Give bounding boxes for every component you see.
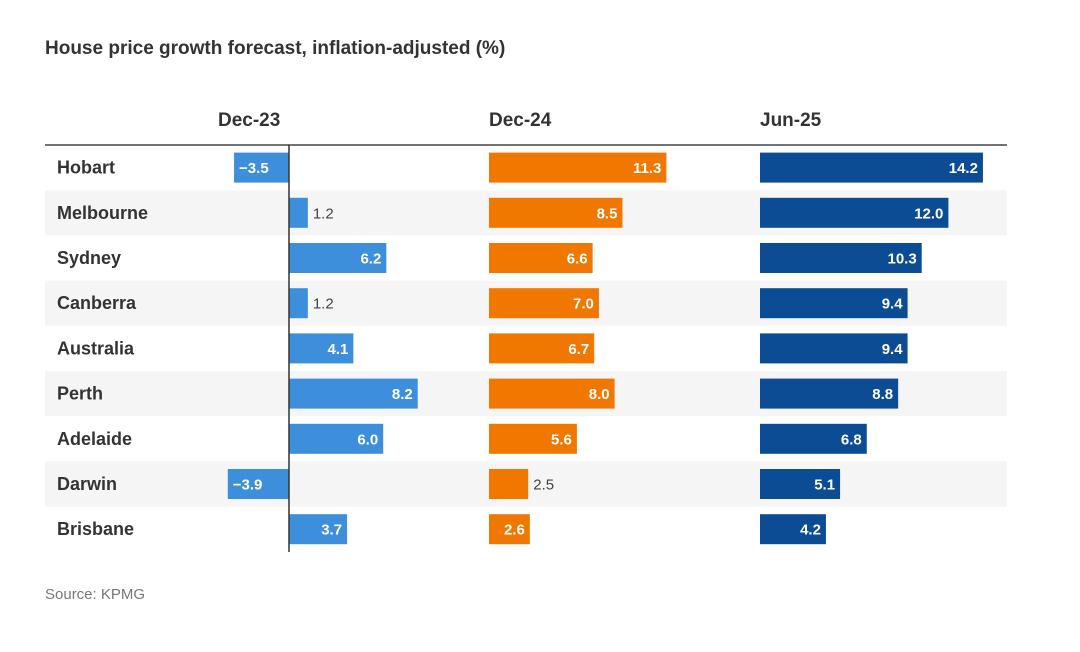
data-label-dec-24-sydney: 6.6 bbox=[567, 251, 588, 268]
bar-dec-23-perth bbox=[289, 378, 418, 409]
data-label-dec-23-hobart: −3.5 bbox=[239, 160, 269, 177]
bar-jun-25-perth bbox=[760, 378, 899, 409]
bar-dec-23-sydney bbox=[289, 243, 387, 273]
bar-dec-24-canberra bbox=[489, 288, 599, 319]
bar-dec-23-brisbane bbox=[289, 514, 348, 545]
data-label-dec-23-perth: 8.2 bbox=[392, 386, 413, 403]
data-label-dec-23-darwin: −3.9 bbox=[233, 477, 263, 494]
row-label-sydney: Sydney bbox=[57, 248, 121, 268]
source-note: Source: KPMG bbox=[45, 586, 145, 603]
bar-jun-25-hobart bbox=[760, 152, 983, 183]
row-label-perth: Perth bbox=[57, 384, 103, 404]
column-header-dec-24: Dec-24 bbox=[489, 110, 552, 131]
bar-dec-23-adelaide bbox=[289, 423, 384, 454]
column-header-dec-23: Dec-23 bbox=[218, 110, 280, 131]
row-labels: Hobart Melbourne Sydney Canberra Australia Pe… bbox=[57, 158, 148, 540]
bar-dec-24-adelaide bbox=[489, 423, 577, 454]
chart-title: House price growth forecast, inflation-a… bbox=[45, 38, 505, 59]
bar-dec-24-hobart bbox=[489, 152, 667, 183]
data-label-dec-23-melbourne: 1.2 bbox=[313, 205, 334, 222]
row-label-darwin: Darwin bbox=[57, 474, 117, 494]
data-label-jun-25-brisbane: 4.2 bbox=[800, 522, 821, 539]
bar-dec-23-darwin bbox=[227, 469, 289, 499]
data-label-jun-25-adelaide: 6.8 bbox=[841, 431, 862, 448]
data-label-dec-24-perth: 8.0 bbox=[589, 386, 610, 403]
data-label-dec-24-melbourne: 8.5 bbox=[597, 205, 618, 222]
bar-dec-24-melbourne bbox=[489, 197, 623, 228]
column-headers: Dec-23 Dec-24 Jun-25 bbox=[218, 110, 822, 131]
data-label-jun-25-melbourne: 12.0 bbox=[914, 205, 943, 222]
data-label-dec-23-canberra: 1.2 bbox=[313, 296, 334, 313]
data-label-dec-24-darwin: 2.5 bbox=[533, 477, 554, 494]
bar-dec-23-canberra bbox=[289, 288, 308, 319]
data-label-dec-24-canberra: 7.0 bbox=[573, 296, 594, 313]
bar-jun-25-adelaide bbox=[760, 423, 867, 454]
bars: −3.5 1.2 6.2 1.2 4.1 8.2 6.0 −3.9 3.7 11.3 8.5 6.6 7… bbox=[227, 152, 983, 545]
row-label-melbourne: Melbourne bbox=[57, 203, 148, 223]
row-label-adelaide: Adelaide bbox=[57, 429, 132, 449]
bar-dec-24-brisbane bbox=[489, 514, 530, 545]
data-label-jun-25-perth: 8.8 bbox=[872, 386, 893, 403]
bar-jun-25-canberra bbox=[760, 288, 908, 319]
bar-jun-25-australia bbox=[760, 333, 908, 364]
row-label-brisbane: Brisbane bbox=[57, 519, 134, 539]
bar-jun-25-sydney bbox=[760, 243, 922, 273]
row-label-australia: Australia bbox=[57, 338, 135, 358]
data-label-jun-25-sydney: 10.3 bbox=[888, 251, 917, 268]
data-label-dec-23-adelaide: 6.0 bbox=[357, 431, 378, 448]
row-label-hobart: Hobart bbox=[57, 158, 115, 178]
bar-dec-23-melbourne bbox=[289, 197, 308, 228]
bar-dec-23-australia bbox=[289, 333, 354, 364]
bar-dec-24-australia bbox=[489, 333, 595, 364]
data-label-dec-23-australia: 4.1 bbox=[328, 341, 349, 358]
data-label-dec-23-brisbane: 3.7 bbox=[321, 522, 342, 539]
bar-jun-25-melbourne bbox=[760, 197, 949, 228]
data-label-jun-25-hobart: 14.2 bbox=[949, 160, 978, 177]
bar-dec-24-perth bbox=[489, 378, 615, 409]
data-label-jun-25-australia: 9.4 bbox=[882, 341, 904, 358]
bar-jun-25-darwin bbox=[760, 469, 841, 499]
data-label-dec-24-australia: 6.7 bbox=[568, 341, 589, 358]
data-label-dec-24-brisbane: 2.6 bbox=[504, 522, 525, 539]
bar-jun-25-brisbane bbox=[760, 514, 826, 545]
bar-dec-24-darwin bbox=[489, 469, 529, 499]
row-label-canberra: Canberra bbox=[57, 293, 137, 313]
column-header-jun-25: Jun-25 bbox=[760, 110, 822, 131]
bar-dec-23-hobart bbox=[234, 152, 289, 183]
data-label-dec-23-sydney: 6.2 bbox=[360, 251, 381, 268]
bar-dec-24-sydney bbox=[489, 243, 593, 273]
data-label-jun-25-canberra: 9.4 bbox=[882, 296, 904, 313]
data-label-jun-25-darwin: 5.1 bbox=[814, 477, 835, 494]
data-label-dec-24-adelaide: 5.6 bbox=[551, 431, 572, 448]
data-label-dec-24-hobart: 11.3 bbox=[633, 160, 661, 177]
